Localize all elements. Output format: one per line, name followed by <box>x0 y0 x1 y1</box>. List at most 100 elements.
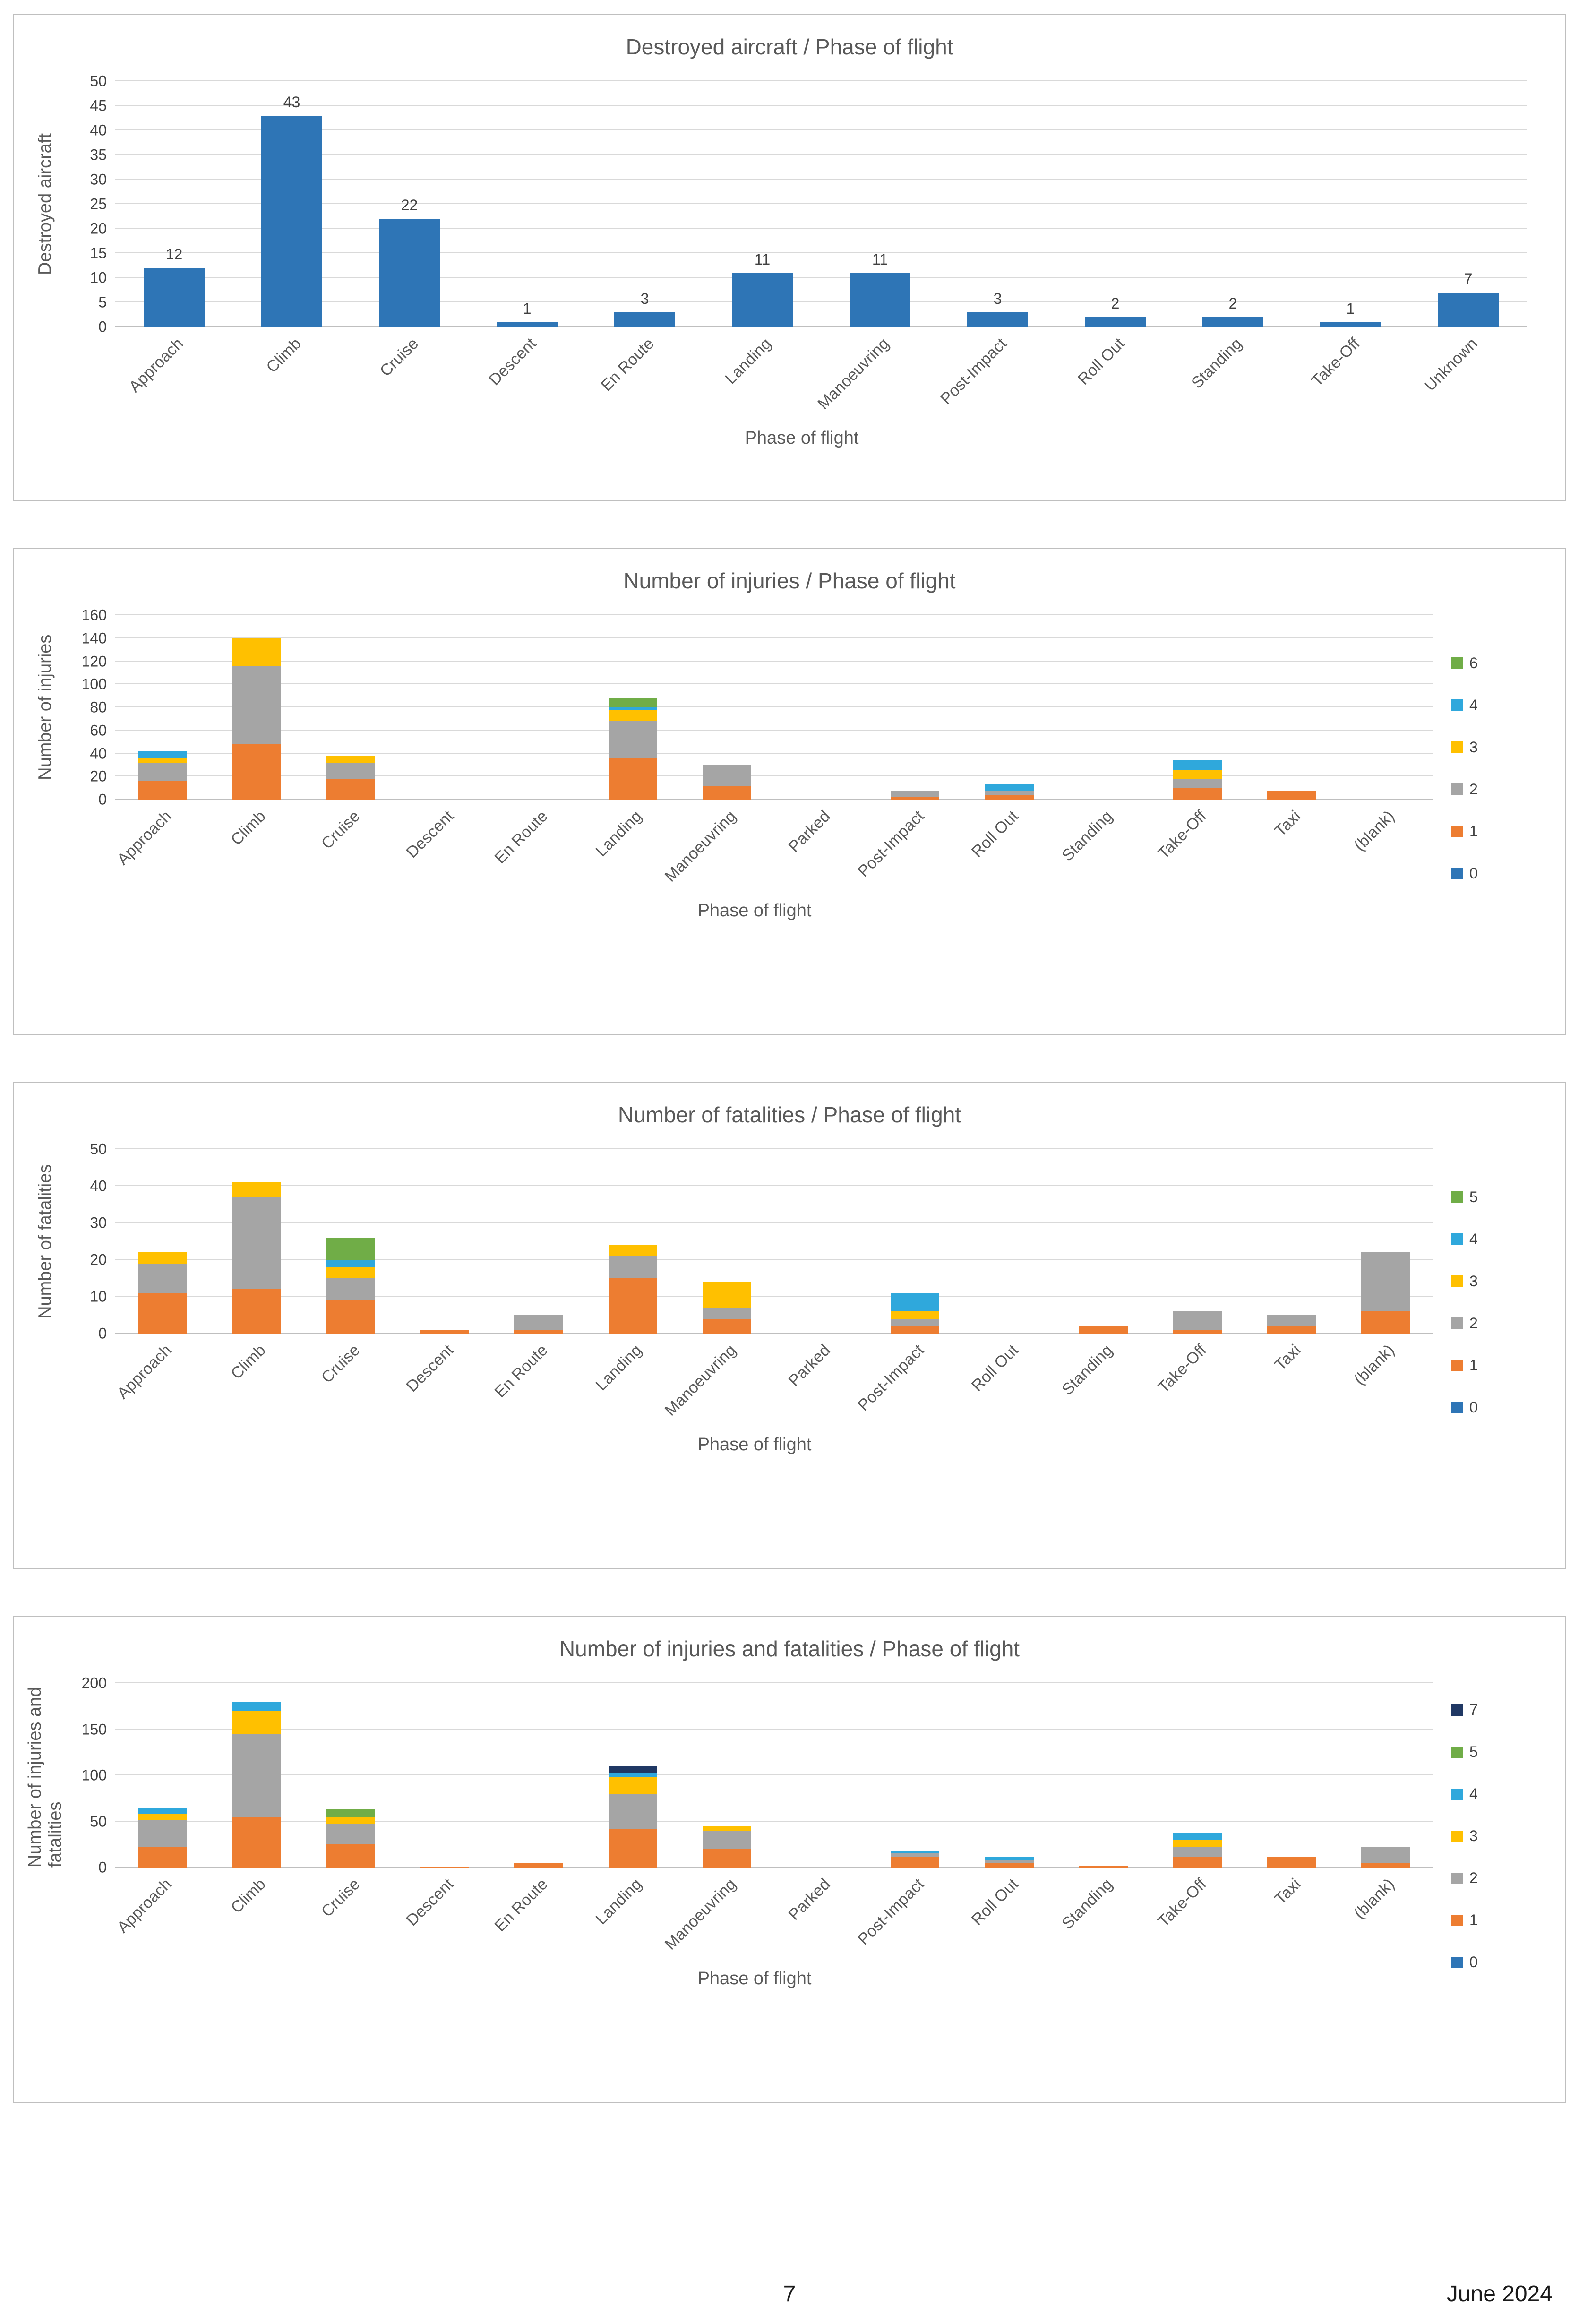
bar-segment <box>1437 293 1499 327</box>
y-axis-title: Number of injuries <box>35 634 55 781</box>
plot-area: 0 5 10 15 20 25 30 35 40 45 50 12 43 22 1 3 11 11 3 2 2 1 7 <box>90 73 1527 336</box>
bar-value-label: 43 <box>283 93 300 111</box>
bar <box>1173 1683 1222 1868</box>
bar-segment-series-2 <box>702 1831 752 1849</box>
bar <box>137 1149 187 1334</box>
x-category-cell: Cruise <box>303 1334 397 1428</box>
x-category-cell: (blank) <box>1339 1334 1433 1428</box>
bar <box>514 1683 563 1868</box>
bar <box>797 1149 846 1334</box>
y-tick-label: 140 <box>81 629 107 647</box>
y-tick-label: 20 <box>90 1251 107 1268</box>
gridline <box>115 179 1527 180</box>
bar-segment-series-2 <box>1267 1315 1316 1326</box>
y-tick-label: 200 <box>81 1674 107 1692</box>
x-category-label: (blank) <box>1350 1875 1399 1923</box>
bar-segment <box>1084 317 1146 327</box>
bar-segment-series-2 <box>608 721 658 758</box>
bars-layer <box>115 1683 1433 1868</box>
bar <box>1173 1149 1222 1334</box>
x-category-label: Post-Impact <box>937 335 1011 408</box>
bar-segment-series-2 <box>890 1852 940 1857</box>
bar <box>232 615 281 800</box>
x-category-label: En Route <box>491 1875 552 1936</box>
x-category-cell: En Route <box>491 1334 586 1428</box>
x-category-cell: Unknown <box>1409 327 1527 422</box>
y-tick-label: 0 <box>98 791 107 808</box>
bar-segment-series-3 <box>1173 769 1222 779</box>
bar-segment <box>496 322 558 327</box>
bar-segment-series-1 <box>702 785 752 800</box>
bar <box>378 81 440 327</box>
bar-value-label: 11 <box>872 250 888 268</box>
legend-swatch <box>1451 1191 1463 1203</box>
x-category-cell: Standing <box>1056 800 1150 894</box>
legend-item: 2 <box>1451 1869 1541 1887</box>
x-axis-title: Phase of flight <box>697 1435 812 1455</box>
x-category-label: Standing <box>1058 1875 1116 1933</box>
legend-item: 0 <box>1451 1954 1541 1971</box>
bar <box>137 615 187 800</box>
bar-segment-series-5 <box>326 1238 375 1260</box>
x-category-cell: Manoeuvring <box>661 1334 774 1428</box>
x-axis-line <box>115 326 1527 327</box>
bars-layer <box>115 615 1433 800</box>
x-category-cell: Cruise <box>303 800 397 894</box>
bar-segment-series-2 <box>890 790 940 798</box>
chart-title: Number of injuries / Phase of flight <box>623 568 956 593</box>
bar-value-label: 2 <box>1228 295 1237 312</box>
bar-slot <box>774 1149 868 1334</box>
bar <box>1361 1149 1410 1334</box>
legend-label: 3 <box>1469 1272 1478 1290</box>
bar-segment-series-1 <box>1173 788 1222 800</box>
y-tick-label: 15 <box>90 244 107 262</box>
bar-slot <box>1056 615 1150 800</box>
plot-area: 0 10 20 30 40 50 <box>90 1141 1433 1342</box>
x-category-cell: Manoeuvring <box>815 327 939 422</box>
bar-segment-series-2 <box>137 1819 187 1848</box>
legend-label: 1 <box>1469 1356 1478 1374</box>
bar-segment-series-3 <box>137 758 187 763</box>
bar-segment-series-1 <box>514 1863 563 1868</box>
bar <box>1202 81 1264 327</box>
bar-segment-series-1 <box>232 1816 281 1868</box>
x-axis-title: Phase of flight <box>745 428 859 448</box>
bar <box>608 615 658 800</box>
bar-slot <box>680 1683 774 1868</box>
y-tick-label: 80 <box>90 698 107 716</box>
bar-segment-series-1 <box>608 1278 658 1334</box>
bar-segment-series-1 <box>514 1330 563 1334</box>
x-category-cell: (blank) <box>1339 800 1433 894</box>
bar-slot <box>962 1683 1056 1868</box>
bar-segment-series-1 <box>326 779 375 800</box>
bar-segment-series-2 <box>608 1256 658 1278</box>
y-tick-label: 40 <box>90 1177 107 1195</box>
bar-slot <box>1244 1683 1339 1868</box>
legend: 7 5 4 3 2 1 0 <box>1447 1683 1541 1989</box>
bar <box>985 1683 1034 1868</box>
x-category-label: Roll Out <box>1074 335 1128 388</box>
legend-swatch <box>1451 826 1463 837</box>
x-category-cell: Take-Off <box>1150 1868 1244 1962</box>
gridline <box>115 228 1527 229</box>
bar-slot <box>774 615 868 800</box>
bar-slot <box>1150 1149 1244 1334</box>
bar-slot <box>303 615 397 800</box>
gridline <box>115 1774 1433 1775</box>
y-tick-label: 10 <box>90 269 107 286</box>
x-category-cell: Roll Out <box>1056 327 1174 422</box>
bar-segment-series-4 <box>890 1293 940 1312</box>
x-category-label: En Route <box>491 1341 552 1402</box>
y-tick-label: 150 <box>81 1721 107 1738</box>
x-category-label: Standing <box>1188 335 1246 392</box>
bar <box>967 81 1029 327</box>
gridline <box>115 1222 1433 1223</box>
legend-swatch <box>1451 1275 1463 1287</box>
bar-slot: 1 <box>1292 81 1409 327</box>
x-category-cell: Parked <box>774 800 868 894</box>
y-tick-label: 100 <box>81 1766 107 1784</box>
chart-injuries-and-fatalities: Number of injuries and fatalities / Phas… <box>13 1616 1566 2103</box>
x-category-cell: Standing <box>1056 1334 1150 1428</box>
x-axis-labels: Approach Climb Cruise Descent En Route Landin… <box>114 1334 1433 1428</box>
x-category-label: Descent <box>403 1341 457 1396</box>
